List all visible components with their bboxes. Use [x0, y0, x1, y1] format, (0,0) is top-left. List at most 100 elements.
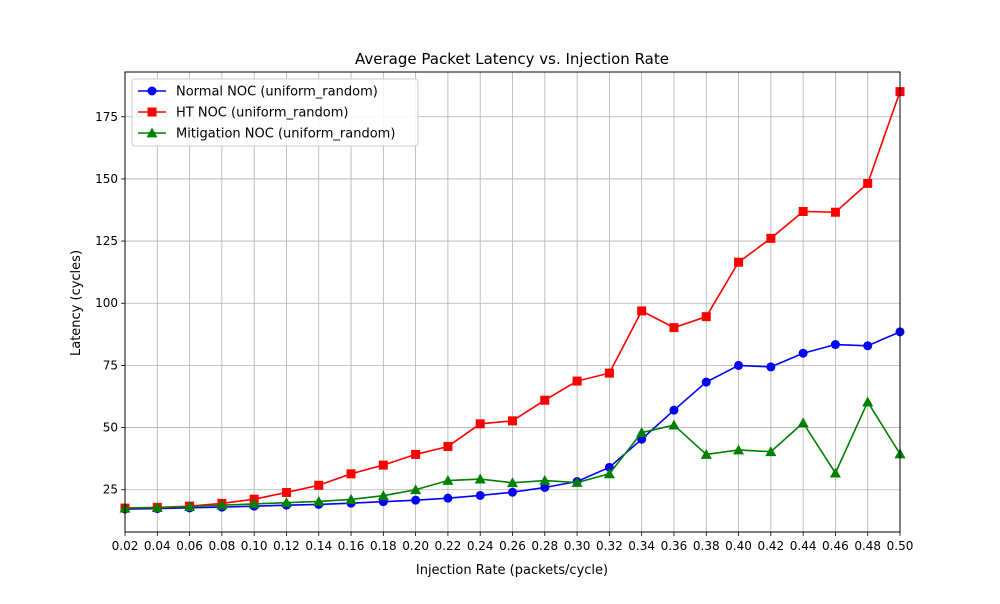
data-point	[411, 449, 421, 459]
x-tick-label: 0.48	[854, 539, 881, 553]
data-point	[151, 502, 163, 513]
data-point	[798, 206, 808, 216]
data-point	[410, 484, 422, 495]
data-point	[378, 460, 388, 470]
x-tick-label: 0.30	[564, 539, 591, 553]
y-tick-label: 175	[95, 110, 118, 124]
x-axis-label: Injection Rate (packets/cycle)	[416, 563, 608, 578]
y-tick-label: 50	[103, 421, 118, 435]
legend-marker	[146, 127, 158, 138]
data-point	[216, 499, 228, 510]
legend-item: Mitigation NOC (uniform_random)	[138, 127, 395, 142]
y-tick-label: 150	[95, 172, 118, 186]
y-tick-label: 100	[95, 296, 118, 310]
data-point	[540, 482, 550, 492]
data-point	[637, 306, 647, 316]
data-point	[248, 498, 260, 509]
x-tick-label: 0.06	[176, 539, 203, 553]
data-point	[281, 487, 291, 497]
legend-label: Mitigation NOC (uniform_random)	[176, 127, 395, 142]
legend-item: HT NOC (uniform_random)	[138, 106, 348, 121]
x-tick-label: 0.14	[305, 539, 332, 553]
data-point	[539, 475, 551, 485]
data-point	[863, 178, 873, 188]
data-point	[829, 467, 841, 478]
x-tick-label: 0.20	[402, 539, 429, 553]
x-tick-label: 0.46	[822, 539, 849, 553]
data-point	[508, 416, 517, 426]
data-point	[734, 360, 744, 370]
data-point	[475, 490, 485, 500]
x-tick-label: 0.16	[338, 539, 365, 553]
y-tick-label: 25	[103, 483, 118, 497]
data-point	[280, 497, 292, 508]
data-point	[443, 441, 453, 451]
data-point	[604, 368, 614, 378]
data-point	[637, 434, 647, 444]
series-layer	[119, 87, 906, 514]
data-point	[475, 419, 485, 429]
data-point	[862, 396, 874, 407]
x-tick-label: 0.44	[790, 539, 817, 553]
chart-title: Average Packet Latency vs. Injection Rat…	[355, 50, 669, 68]
data-point	[766, 233, 776, 243]
x-tick-label: 0.34	[628, 539, 655, 553]
data-point	[377, 490, 389, 501]
y-tick-label: 125	[95, 234, 118, 248]
data-point	[733, 444, 745, 455]
x-tick-label: 0.22	[435, 539, 462, 553]
x-tick-label: 0.18	[370, 539, 397, 553]
data-point	[830, 340, 840, 350]
data-point	[701, 312, 711, 322]
data-point	[314, 480, 324, 490]
data-point	[668, 419, 680, 430]
y-axis-label: Latency (cycles)	[69, 250, 84, 356]
x-tick-label: 0.04	[144, 539, 171, 553]
data-point	[636, 427, 648, 437]
legend-label: HT NOC (uniform_random)	[176, 106, 348, 121]
data-point	[474, 473, 486, 484]
data-point	[540, 395, 550, 405]
data-point	[508, 487, 517, 497]
data-point	[442, 475, 454, 485]
legend-box	[131, 78, 419, 147]
data-point	[863, 341, 873, 351]
legend-marker	[147, 86, 157, 96]
x-tick-label: 0.50	[887, 539, 914, 553]
x-tick-label: 0.32	[596, 539, 623, 553]
data-point	[346, 469, 356, 479]
data-point	[798, 348, 808, 358]
data-point	[603, 468, 615, 479]
axis-ticks: 0.02 0.04 0.06 0.08 0.10 0.12 0.14 0.16 0.18 0.20…	[95, 110, 913, 553]
y-tick-label: 75	[103, 358, 118, 372]
data-point	[571, 477, 583, 487]
x-tick-label: 0.12	[273, 539, 300, 553]
series-triangle	[119, 396, 906, 513]
data-point	[411, 495, 421, 505]
x-tick-label: 0.24	[467, 539, 494, 553]
x-tick-label: 0.02	[112, 539, 139, 553]
data-point	[701, 377, 711, 387]
data-point	[572, 376, 582, 386]
x-tick-label: 0.08	[209, 539, 236, 553]
data-point	[765, 446, 777, 457]
data-point	[669, 405, 679, 415]
data-point	[830, 207, 840, 217]
legend: Normal NOC (uniform_random) HT NOC (unifo…	[131, 78, 419, 147]
data-point	[734, 257, 744, 267]
legend-label: Normal NOC (uniform_random)	[176, 85, 378, 100]
x-tick-label: 0.42	[757, 539, 784, 553]
x-tick-label: 0.36	[661, 539, 688, 553]
legend-marker	[147, 107, 157, 117]
legend-item: Normal NOC (uniform_random)	[138, 85, 378, 100]
x-tick-label: 0.28	[531, 539, 558, 553]
data-point	[766, 362, 776, 372]
x-tick-label: 0.38	[693, 539, 720, 553]
data-point	[700, 448, 712, 459]
data-point	[443, 493, 453, 503]
data-point	[797, 417, 809, 428]
data-point	[604, 462, 614, 472]
x-tick-label: 0.26	[499, 539, 526, 553]
